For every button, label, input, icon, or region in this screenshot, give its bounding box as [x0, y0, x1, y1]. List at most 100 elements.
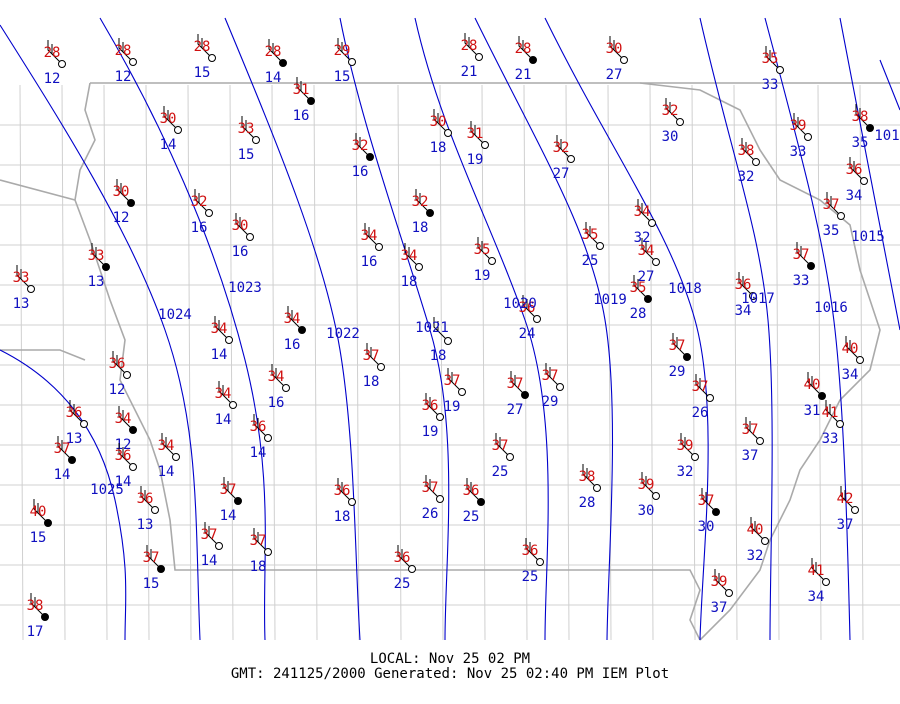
station-circle — [458, 388, 466, 396]
station-circle — [536, 558, 544, 566]
county-line — [817, 84, 822, 641]
temperature: 36 — [522, 543, 539, 559]
wind-barb — [466, 478, 482, 503]
temperature: 32 — [352, 138, 369, 154]
wind-barb — [665, 98, 681, 123]
wind-barb — [146, 545, 162, 570]
county-line — [229, 84, 234, 641]
station-circle — [252, 136, 260, 144]
temperature: 37 — [250, 533, 267, 549]
station-circle — [151, 506, 159, 514]
temperature: 40 — [842, 341, 859, 357]
dewpoint: 14 — [201, 553, 218, 569]
temperature: 40 — [30, 504, 47, 520]
wind-barb — [47, 40, 63, 65]
wind-barb — [116, 179, 132, 204]
temperature: 37 — [793, 247, 810, 263]
temperature: 36 — [463, 483, 480, 499]
dewpoint: 34 — [842, 367, 859, 383]
isobar-label: 1022 — [326, 326, 360, 342]
wind-barb — [397, 545, 413, 570]
dewpoint: 14 — [211, 347, 228, 363]
isobar-labels: 1025 1024 1023 1022 1021 1020 1019 1018 1017 1016… — [90, 128, 900, 498]
wind-barb — [518, 36, 534, 61]
temperature: 28 — [194, 39, 211, 55]
isobar-label: 1018 — [668, 281, 702, 297]
wind-barb — [425, 475, 441, 500]
station-circle — [444, 129, 452, 137]
dewpoint: 14 — [220, 508, 237, 524]
station-circle — [129, 426, 137, 434]
temperature: 37 — [143, 550, 160, 566]
county-line — [103, 84, 108, 641]
dewpoint: 33 — [790, 144, 807, 160]
dewpoint: 13 — [88, 274, 105, 290]
wind-barb — [796, 242, 812, 267]
dewpoint: 27 — [638, 269, 655, 285]
dewpoint: 30 — [698, 519, 715, 535]
station-circle — [691, 453, 699, 461]
wind-barb — [672, 333, 688, 358]
temperature: 34 — [401, 248, 418, 264]
dewpoint: 16 — [191, 220, 208, 236]
wind-barb — [633, 275, 649, 300]
temperature: 33 — [238, 121, 255, 137]
station-circle — [756, 437, 764, 445]
temperature: 33 — [88, 248, 105, 264]
station-circle — [749, 292, 757, 300]
wind-barb — [337, 478, 353, 503]
dewpoint: 34 — [735, 303, 752, 319]
station-circle — [644, 295, 652, 303]
station-circle — [712, 508, 720, 516]
station-circle — [807, 262, 815, 270]
temperature: 29 — [334, 43, 351, 59]
station-circle — [129, 463, 137, 471]
temperature: 34 — [634, 204, 651, 220]
wind-barb — [235, 213, 251, 238]
wind-barb — [404, 243, 420, 268]
temperature: 28 — [265, 44, 282, 60]
temperature: 28 — [44, 45, 61, 61]
wind-barb — [161, 433, 177, 458]
dewpoint: 16 — [232, 244, 249, 260]
county-line — [481, 84, 486, 641]
temperature: 36 — [115, 448, 132, 464]
temperature: 37 — [220, 482, 237, 498]
wind-barb — [30, 593, 46, 618]
wind-barb — [118, 406, 134, 431]
wind-barb — [510, 371, 526, 396]
station-circle — [172, 453, 180, 461]
wind-barb — [714, 569, 730, 594]
temperature: 32 — [412, 194, 429, 210]
station-circle — [41, 613, 49, 621]
station-circle — [761, 537, 769, 545]
temperature: 42 — [837, 491, 854, 507]
temperature: 34 — [268, 369, 285, 385]
dewpoint: 15 — [334, 69, 351, 85]
station-circle — [298, 326, 306, 334]
wind-barb — [69, 400, 85, 425]
station-circle — [706, 394, 714, 402]
wind-barb — [470, 121, 486, 146]
temperature: 31 — [293, 82, 310, 98]
county-line — [439, 84, 444, 641]
dewpoint: 19 — [444, 399, 461, 415]
dewpoint: 18 — [334, 509, 351, 525]
wind-barb — [765, 46, 781, 71]
station-circle — [556, 383, 564, 391]
county-line — [691, 84, 696, 641]
wind-barb — [204, 522, 220, 547]
wind-barb — [745, 417, 761, 442]
wind-barb — [296, 77, 312, 102]
station-circle — [415, 263, 423, 271]
wind-barb — [556, 135, 572, 160]
temperature: 33 — [13, 270, 30, 286]
wind-barb — [57, 436, 73, 461]
dewpoint: 12 — [109, 382, 126, 398]
wind-barb — [337, 38, 353, 63]
temperature: 31 — [467, 126, 484, 142]
temperature: 36 — [109, 356, 126, 372]
wind-barb — [738, 272, 754, 297]
temperature: 36 — [66, 405, 83, 421]
